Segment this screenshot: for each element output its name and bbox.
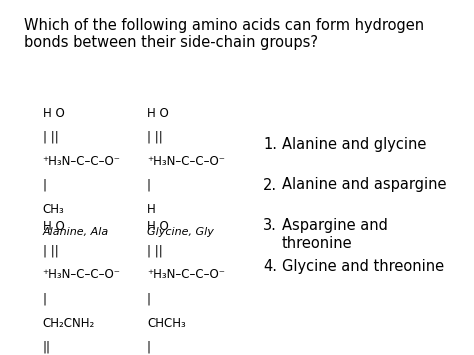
Text: 4.: 4. [263,259,277,274]
Text: CH₂CNH₂: CH₂CNH₂ [43,317,95,330]
Text: |: | [147,179,151,192]
Text: H O: H O [43,220,64,233]
Text: | ||: | || [43,244,58,257]
Text: ⁺H₃N–C–C–O⁻: ⁺H₃N–C–C–O⁻ [43,155,121,168]
Text: CH₃: CH₃ [43,203,64,216]
Text: |: | [43,293,46,306]
Text: ⁺H₃N–C–C–O⁻: ⁺H₃N–C–C–O⁻ [147,155,225,168]
Text: ||: || [43,341,51,354]
Text: Alanine and aspargine: Alanine and aspargine [282,178,447,192]
Text: ⁺H₃N–C–C–O⁻: ⁺H₃N–C–C–O⁻ [147,268,225,282]
Text: Alanine, Ala: Alanine, Ala [43,227,109,237]
Text: |: | [43,179,46,192]
Text: H: H [147,203,155,216]
Text: Aspargine and
threonine: Aspargine and threonine [282,218,388,251]
Text: | ||: | || [147,131,163,144]
Text: |: | [147,341,151,354]
Text: CHCH₃: CHCH₃ [147,317,186,330]
Text: H O: H O [43,106,64,120]
Text: Alanine and glycine: Alanine and glycine [282,137,427,152]
Text: |: | [147,293,151,306]
Text: ⁺H₃N–C–C–O⁻: ⁺H₃N–C–C–O⁻ [43,268,121,282]
Text: Glycine and threonine: Glycine and threonine [282,259,444,274]
Text: 2.: 2. [263,178,277,192]
Text: 1.: 1. [263,137,277,152]
Text: | ||: | || [147,244,163,257]
Text: | ||: | || [43,131,58,144]
Text: 3.: 3. [263,218,277,233]
Text: Glycine, Gly: Glycine, Gly [147,227,214,237]
Text: H O: H O [147,220,169,233]
Text: Which of the following amino acids can form hydrogen
bonds between their side-ch: Which of the following amino acids can f… [24,18,424,50]
Text: H O: H O [147,106,169,120]
